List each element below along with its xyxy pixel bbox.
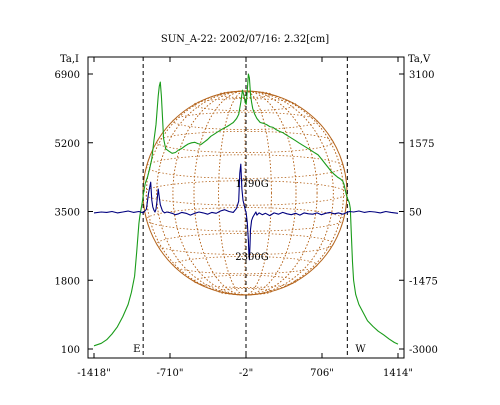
- series-line-polarization: [93, 163, 399, 261]
- y-left-tick-label: 100: [61, 345, 80, 356]
- x-axis-ticks: -1418" -710" -2" 706" 1414": [77, 57, 413, 379]
- annotation-label: 2300G: [235, 252, 268, 263]
- x-tick-label: -710": [156, 368, 183, 379]
- y-right-axis-label: Ta,V: [408, 54, 431, 65]
- longitude-line: [146, 90, 344, 296]
- latitude-line: [193, 274, 297, 288]
- y-right-tick-label: 50: [409, 208, 422, 219]
- y-right-tick-label: -3000: [409, 345, 438, 356]
- latitude-line: [193, 98, 297, 112]
- y-left-axis-label: Ta,I: [60, 54, 79, 65]
- solar-disk-grid: [142, 90, 348, 296]
- y-left-tick-label: 5200: [55, 139, 80, 150]
- series-line-intensity: [93, 73, 399, 347]
- latitude-line: [156, 130, 334, 154]
- y-right-tick-label: -1475: [409, 276, 438, 287]
- longitude-line: [156, 90, 334, 296]
- y-left-tick-label: 6900: [55, 70, 80, 81]
- x-tick-label: -2": [239, 368, 253, 379]
- x-tick-label: 706": [310, 368, 334, 379]
- longitude-line: [172, 90, 318, 296]
- limb-marker-label: E: [133, 344, 140, 355]
- y-left-axis-ticks: 100 1800 3500 5200 6900: [55, 70, 93, 356]
- limb-marker-label: W: [355, 344, 366, 355]
- latitude-line: [156, 232, 334, 256]
- y-left-tick-label: 3500: [55, 208, 80, 219]
- y-right-tick-label: 3100: [409, 70, 434, 81]
- x-tick-label: -1418": [77, 368, 110, 379]
- annotation-label: 1790G: [235, 179, 268, 190]
- y-left-tick-label: 1800: [55, 276, 80, 287]
- x-tick-label: 1414": [383, 368, 413, 379]
- annotations: 1790G 2300G: [235, 179, 268, 263]
- chart-title: SUN_A-22: 2002/07/16: 2.32[cm]: [161, 34, 329, 45]
- y-right-axis-ticks: -3000 -1475 50 1575 3100: [399, 70, 438, 356]
- y-right-tick-label: 1575: [409, 139, 434, 150]
- series-layer: [93, 73, 399, 347]
